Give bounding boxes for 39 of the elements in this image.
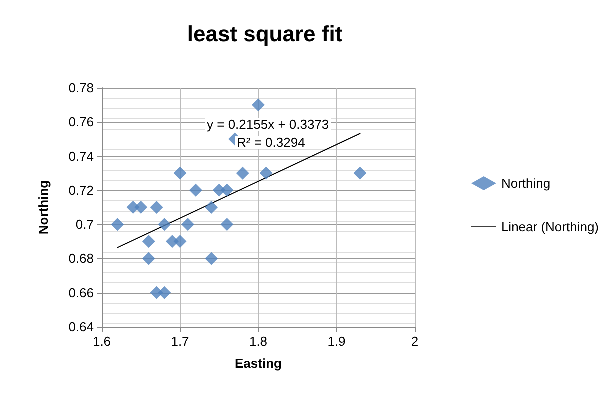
chart-title: least square fit: [187, 22, 344, 46]
point: [220, 184, 234, 197]
point: [111, 218, 124, 232]
y-tick-label: 0.74: [68, 148, 94, 164]
point: [252, 98, 265, 112]
y-tick-label: 0.78: [68, 80, 94, 96]
point: [134, 201, 148, 214]
x-tick-label: 1.9: [328, 334, 346, 349]
y-axis-title: Northing: [36, 180, 51, 235]
point: [260, 166, 273, 180]
x-tick-label: 1.7: [171, 334, 190, 349]
point: [158, 218, 172, 232]
legend-label: Northing: [501, 176, 551, 191]
point: [205, 252, 218, 266]
point: [174, 166, 187, 180]
y-tick-label: 0.72: [68, 182, 94, 198]
point: [142, 235, 156, 248]
annotation: y = 0.2155x + 0.3373: [207, 117, 330, 132]
point: [182, 218, 195, 232]
point: [158, 286, 172, 300]
point: [220, 218, 234, 232]
y-tick-label: 0.76: [68, 114, 94, 130]
x-tick-label: 1.8: [249, 334, 268, 349]
point: [205, 201, 218, 214]
y-tick-label: 0.68: [68, 251, 94, 266]
point: [236, 166, 250, 180]
y-tick-label: 0.66: [68, 285, 94, 300]
annotation: R² = 0.3294: [237, 135, 306, 150]
legend-label: Linear (Northing): [501, 220, 599, 234]
y-tick-label: 0.7: [76, 217, 94, 232]
point: [142, 252, 156, 266]
x-axis-title: Easting: [235, 356, 282, 371]
point: [174, 235, 187, 248]
y-tick-label: 0.64: [68, 320, 94, 334]
x-tick-label: 2: [411, 334, 419, 349]
x-tick-label: 1.6: [92, 334, 112, 349]
point: [189, 184, 202, 197]
point: [354, 166, 367, 180]
point: [150, 201, 164, 214]
